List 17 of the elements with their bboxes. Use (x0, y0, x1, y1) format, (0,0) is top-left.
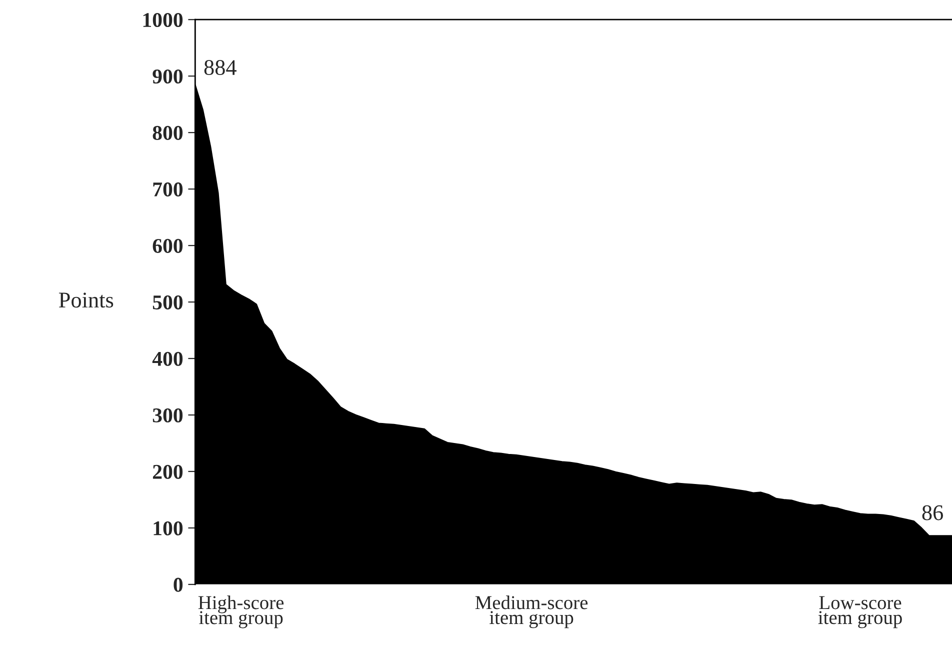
y-tick-label: 1000 (143, 12, 183, 28)
y-tick-label: 0 (174, 578, 183, 592)
x-tick-label: High-score item group (198, 596, 284, 628)
x-tick-label: Low-score item group (818, 596, 902, 628)
y-tick-label: 900 (152, 69, 183, 84)
annotation: 884 (204, 60, 236, 76)
y-tick-label: 800 (152, 126, 183, 140)
y-tick-label: 100 (154, 521, 183, 536)
y-tick-label: 500 (152, 295, 183, 310)
y-tick-label: 200 (152, 464, 183, 479)
y-tick-label: 400 (152, 352, 183, 366)
y-tick-label: 300 (152, 408, 183, 422)
y-tick-label: 600 (152, 238, 183, 253)
y-axis-title: Points (58, 292, 114, 308)
x-tick-label: Medium-score item group (475, 596, 588, 628)
y-tick-label: 700 (153, 182, 183, 196)
annotation: 86 (922, 505, 944, 520)
